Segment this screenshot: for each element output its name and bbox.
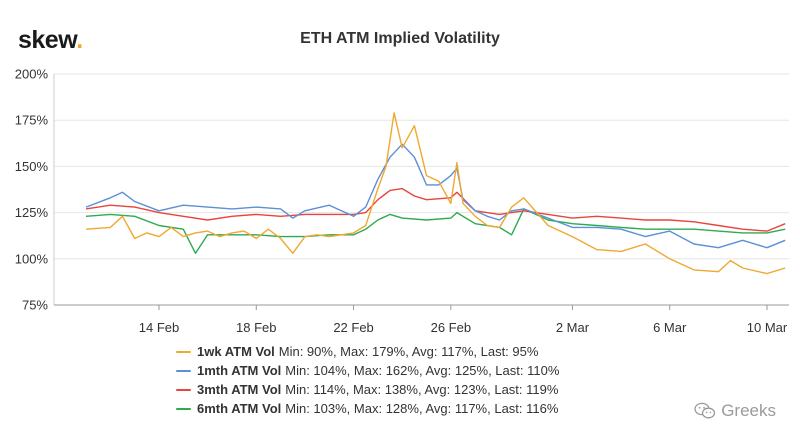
series-line-1mth bbox=[85, 143, 786, 249]
x-tick-label: 22 Feb bbox=[333, 320, 373, 335]
x-tick-label: 26 Feb bbox=[431, 320, 471, 335]
x-tick-label: 2 Mar bbox=[556, 320, 590, 335]
logo-dot: . bbox=[76, 26, 83, 54]
series-line-1wk bbox=[85, 112, 786, 275]
legend-name-1wk: 1wk ATM Vol bbox=[197, 344, 275, 359]
wechat-icon bbox=[694, 402, 716, 419]
legend-item-1wk[interactable]: 1wk ATM Vol Min: 90%, Max: 179%, Avg: 11… bbox=[176, 342, 559, 361]
legend-item-3mth[interactable]: 3mth ATM Vol Min: 114%, Max: 138%, Avg: … bbox=[176, 380, 559, 399]
legend-swatch-3mth bbox=[176, 388, 191, 391]
legend-name-6mth: 6mth ATM Vol bbox=[197, 401, 282, 416]
line-chart: 200% 175% 150% 125% 100% 75% 14 Feb 18 Feb 22 Fe… bbox=[15, 67, 789, 335]
legend-stats-1wk: Min: 90%, Max: 179%, Avg: 117%, Last: 95… bbox=[278, 344, 539, 359]
legend-item-6mth[interactable]: 6mth ATM Vol Min: 103%, Max: 128%, Avg: … bbox=[176, 399, 559, 418]
y-tick-label: 175% bbox=[15, 113, 49, 128]
x-tick-label: 10 Mar bbox=[747, 320, 788, 335]
x-tick-label: 14 Feb bbox=[139, 320, 179, 335]
chart-legend: 1wk ATM Vol Min: 90%, Max: 179%, Avg: 11… bbox=[176, 342, 559, 418]
logo-text: skew bbox=[18, 26, 77, 54]
x-tick-label: 18 Feb bbox=[236, 320, 276, 335]
legend-stats-3mth: Min: 114%, Max: 138%, Avg: 123%, Last: 1… bbox=[285, 382, 559, 397]
x-tick-label: 6 Mar bbox=[653, 320, 687, 335]
y-tick-label: 200% bbox=[15, 67, 49, 82]
y-tick-label: 150% bbox=[15, 159, 49, 174]
legend-name-3mth: 3mth ATM Vol bbox=[197, 382, 282, 397]
chart-title: ETH ATM Implied Volatility bbox=[300, 30, 500, 47]
skew-logo: skew. bbox=[18, 26, 83, 55]
watermark: Greeks bbox=[694, 401, 776, 421]
watermark-text: Greeks bbox=[721, 401, 776, 420]
y-tick-label: 75% bbox=[22, 298, 48, 313]
legend-name-1mth: 1mth ATM Vol bbox=[197, 363, 282, 378]
y-tick-label: 125% bbox=[15, 205, 49, 220]
legend-item-1mth[interactable]: 1mth ATM Vol Min: 104%, Max: 162%, Avg: … bbox=[176, 361, 559, 380]
legend-swatch-1mth bbox=[176, 369, 191, 372]
y-tick-label: 100% bbox=[15, 251, 49, 266]
series-line-6mth bbox=[85, 208, 786, 255]
legend-stats-1mth: Min: 104%, Max: 162%, Avg: 125%, Last: 1… bbox=[285, 363, 560, 378]
legend-stats-6mth: Min: 103%, Max: 128%, Avg: 117%, Last: 1… bbox=[285, 401, 559, 416]
series-line-3mth bbox=[85, 187, 786, 232]
legend-swatch-1wk bbox=[176, 350, 191, 353]
legend-swatch-6mth bbox=[176, 407, 191, 410]
